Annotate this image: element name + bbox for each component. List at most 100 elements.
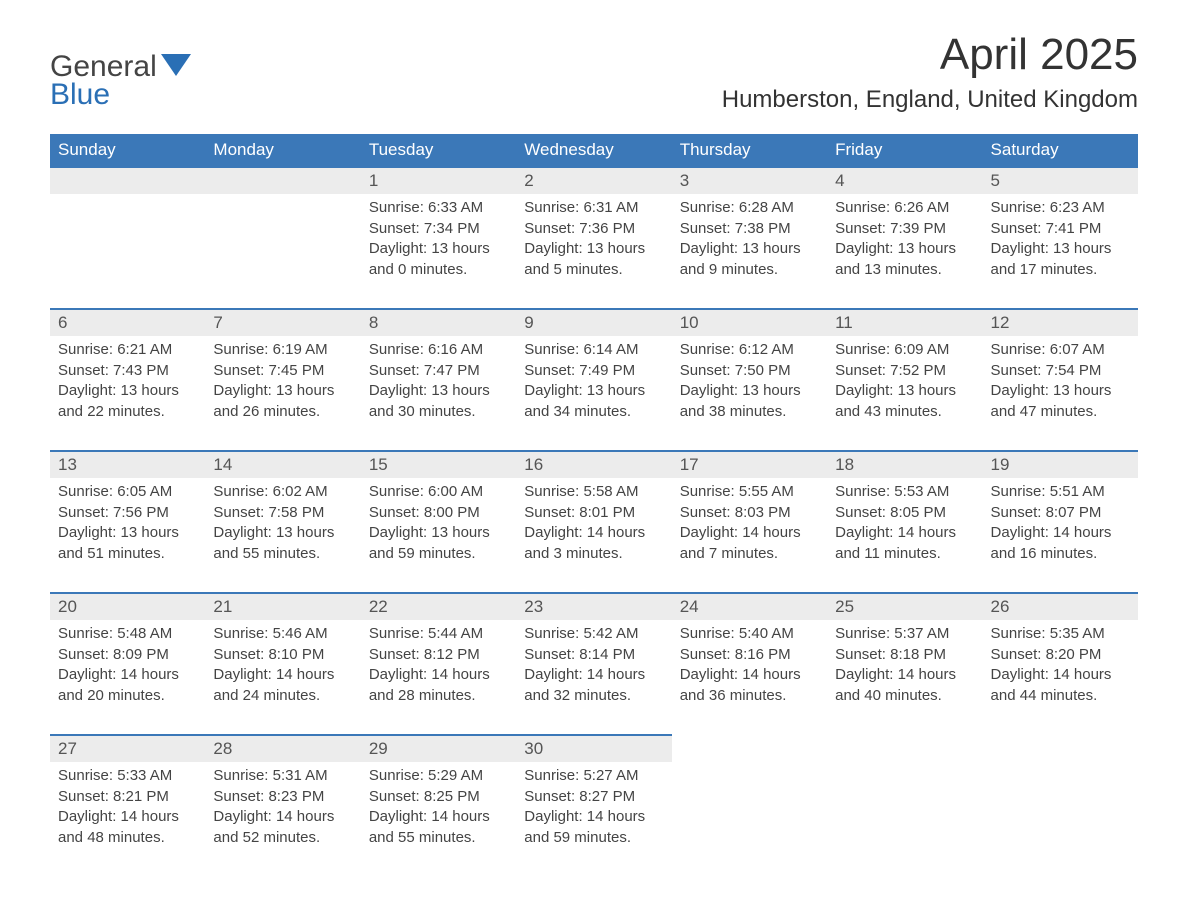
day-number: 19 [983,450,1138,478]
day-data: Sunrise: 6:05 AMSunset: 7:56 PMDaylight:… [50,478,205,563]
daylight1-text: Daylight: 14 hours [991,523,1130,543]
calendar-cell [205,166,360,308]
daylight2-text: and 44 minutes. [991,686,1130,706]
daylight1-text: Daylight: 14 hours [58,665,197,685]
daylight2-text: and 38 minutes. [680,402,819,422]
day-data: Sunrise: 6:19 AMSunset: 7:45 PMDaylight:… [205,336,360,421]
calendar-week-row: 20Sunrise: 5:48 AMSunset: 8:09 PMDayligh… [50,592,1138,734]
sunset-text: Sunset: 8:27 PM [524,787,663,807]
daylight2-text: and 20 minutes. [58,686,197,706]
calendar-cell: 24Sunrise: 5:40 AMSunset: 8:16 PMDayligh… [672,592,827,734]
sunrise-text: Sunrise: 6:33 AM [369,198,508,218]
day-data: Sunrise: 5:42 AMSunset: 8:14 PMDaylight:… [516,620,671,705]
sunset-text: Sunset: 7:43 PM [58,361,197,381]
sunrise-text: Sunrise: 5:27 AM [524,766,663,786]
sunrise-text: Sunrise: 5:31 AM [213,766,352,786]
weekday-header: Thursday [672,134,827,166]
sunrise-text: Sunrise: 5:37 AM [835,624,974,644]
day-number: 7 [205,308,360,336]
calendar-cell: 3Sunrise: 6:28 AMSunset: 7:38 PMDaylight… [672,166,827,308]
day-number: 9 [516,308,671,336]
daylight2-text: and 55 minutes. [213,544,352,564]
day-number: 13 [50,450,205,478]
sunset-text: Sunset: 8:01 PM [524,503,663,523]
day-data: Sunrise: 6:12 AMSunset: 7:50 PMDaylight:… [672,336,827,421]
day-number: 27 [50,734,205,762]
title-block: April 2025 Humberston, England, United K… [722,30,1138,114]
daylight2-text: and 51 minutes. [58,544,197,564]
day-number: 14 [205,450,360,478]
day-number: 3 [672,166,827,194]
day-number: 12 [983,308,1138,336]
daylight1-text: Daylight: 14 hours [213,807,352,827]
calendar-cell: 17Sunrise: 5:55 AMSunset: 8:03 PMDayligh… [672,450,827,592]
calendar-week-row: 1Sunrise: 6:33 AMSunset: 7:34 PMDaylight… [50,166,1138,308]
sunrise-text: Sunrise: 5:33 AM [58,766,197,786]
daylight1-text: Daylight: 14 hours [835,523,974,543]
calendar-cell: 16Sunrise: 5:58 AMSunset: 8:01 PMDayligh… [516,450,671,592]
calendar-cell: 4Sunrise: 6:26 AMSunset: 7:39 PMDaylight… [827,166,982,308]
daylight1-text: Daylight: 13 hours [213,381,352,401]
sunset-text: Sunset: 7:49 PM [524,361,663,381]
calendar-cell: 8Sunrise: 6:16 AMSunset: 7:47 PMDaylight… [361,308,516,450]
sunrise-text: Sunrise: 5:42 AM [524,624,663,644]
calendar-week-row: 13Sunrise: 6:05 AMSunset: 7:56 PMDayligh… [50,450,1138,592]
sunset-text: Sunset: 8:00 PM [369,503,508,523]
day-number: 1 [361,166,516,194]
day-data: Sunrise: 6:23 AMSunset: 7:41 PMDaylight:… [983,194,1138,279]
header: General Blue April 2025 Humberston, Engl… [50,30,1138,114]
daylight2-text: and 5 minutes. [524,260,663,280]
sunset-text: Sunset: 8:20 PM [991,645,1130,665]
sunset-text: Sunset: 7:54 PM [991,361,1130,381]
calendar-cell: 9Sunrise: 6:14 AMSunset: 7:49 PMDaylight… [516,308,671,450]
sunset-text: Sunset: 8:18 PM [835,645,974,665]
day-data: Sunrise: 6:26 AMSunset: 7:39 PMDaylight:… [827,194,982,279]
day-number [50,166,205,194]
weekday-header: Saturday [983,134,1138,166]
sunset-text: Sunset: 7:41 PM [991,219,1130,239]
sunset-text: Sunset: 8:09 PM [58,645,197,665]
sunrise-text: Sunrise: 6:02 AM [213,482,352,502]
calendar-cell: 6Sunrise: 6:21 AMSunset: 7:43 PMDaylight… [50,308,205,450]
day-data: Sunrise: 5:27 AMSunset: 8:27 PMDaylight:… [516,762,671,847]
calendar-cell: 22Sunrise: 5:44 AMSunset: 8:12 PMDayligh… [361,592,516,734]
daylight2-text: and 28 minutes. [369,686,508,706]
sunrise-text: Sunrise: 5:46 AM [213,624,352,644]
daylight2-text: and 11 minutes. [835,544,974,564]
calendar-cell: 27Sunrise: 5:33 AMSunset: 8:21 PMDayligh… [50,734,205,876]
sunset-text: Sunset: 8:10 PM [213,645,352,665]
daylight2-text: and 9 minutes. [680,260,819,280]
sunrise-text: Sunrise: 6:09 AM [835,340,974,360]
sunset-text: Sunset: 8:25 PM [369,787,508,807]
calendar-cell: 12Sunrise: 6:07 AMSunset: 7:54 PMDayligh… [983,308,1138,450]
daylight2-text: and 7 minutes. [680,544,819,564]
daylight2-text: and 59 minutes. [369,544,508,564]
sunrise-text: Sunrise: 6:00 AM [369,482,508,502]
daylight2-text: and 48 minutes. [58,828,197,848]
calendar-cell: 25Sunrise: 5:37 AMSunset: 8:18 PMDayligh… [827,592,982,734]
day-data: Sunrise: 5:55 AMSunset: 8:03 PMDaylight:… [672,478,827,563]
logo: General Blue [50,50,191,112]
daylight1-text: Daylight: 13 hours [835,381,974,401]
calendar-body: 1Sunrise: 6:33 AMSunset: 7:34 PMDaylight… [50,166,1138,876]
sunset-text: Sunset: 7:50 PM [680,361,819,381]
day-data: Sunrise: 6:33 AMSunset: 7:34 PMDaylight:… [361,194,516,279]
sunrise-text: Sunrise: 6:14 AM [524,340,663,360]
daylight1-text: Daylight: 14 hours [680,665,819,685]
calendar-cell: 19Sunrise: 5:51 AMSunset: 8:07 PMDayligh… [983,450,1138,592]
daylight2-text: and 47 minutes. [991,402,1130,422]
sunset-text: Sunset: 8:16 PM [680,645,819,665]
day-number: 6 [50,308,205,336]
sunrise-text: Sunrise: 6:28 AM [680,198,819,218]
calendar-cell: 28Sunrise: 5:31 AMSunset: 8:23 PMDayligh… [205,734,360,876]
sunrise-text: Sunrise: 6:12 AM [680,340,819,360]
daylight2-text: and 30 minutes. [369,402,508,422]
daylight1-text: Daylight: 13 hours [991,381,1130,401]
day-number: 25 [827,592,982,620]
daylight1-text: Daylight: 13 hours [991,239,1130,259]
calendar-head: SundayMondayTuesdayWednesdayThursdayFrid… [50,134,1138,166]
daylight1-text: Daylight: 13 hours [680,239,819,259]
day-data: Sunrise: 5:35 AMSunset: 8:20 PMDaylight:… [983,620,1138,705]
daylight2-text: and 3 minutes. [524,544,663,564]
daylight1-text: Daylight: 13 hours [524,239,663,259]
